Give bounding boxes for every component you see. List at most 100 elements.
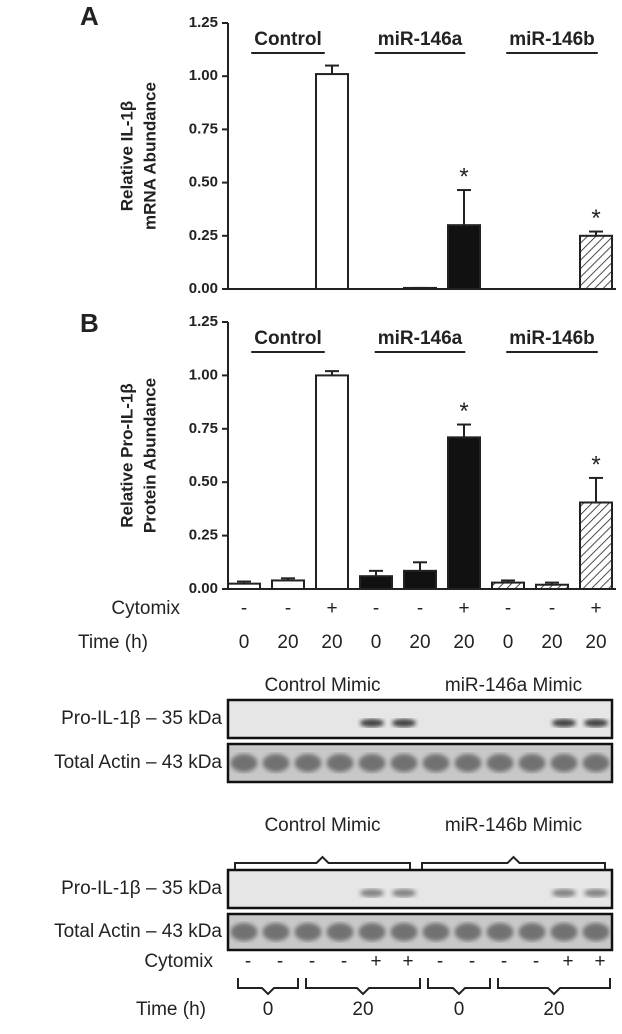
blot-band bbox=[230, 754, 258, 772]
blot-row-label: Total Actin – 43 kDa bbox=[54, 752, 222, 773]
y-axis-label: Relative IL-1β bbox=[117, 101, 136, 212]
blot-band bbox=[358, 754, 386, 772]
bar bbox=[579, 501, 613, 591]
bracket bbox=[234, 855, 411, 873]
cytomix-label: + bbox=[562, 951, 573, 972]
blot-band bbox=[326, 754, 354, 772]
time-label: 0 bbox=[239, 632, 250, 653]
blot-band bbox=[486, 754, 514, 772]
blot-band bbox=[262, 923, 290, 941]
blot-band bbox=[230, 923, 258, 941]
time-label: 20 bbox=[453, 632, 474, 653]
blot-row-label: Pro-IL-1β – 35 kDa bbox=[61, 708, 222, 729]
cytomix-label: - bbox=[373, 598, 379, 619]
bar bbox=[579, 234, 613, 291]
blot-band bbox=[359, 889, 385, 897]
row-label: Cytomix bbox=[144, 951, 213, 972]
blot-band bbox=[422, 923, 450, 941]
cytomix-label: - bbox=[309, 951, 315, 972]
blot-band bbox=[551, 889, 577, 897]
cytomix-label: + bbox=[590, 598, 601, 619]
y-tick-label: 0.75 bbox=[189, 420, 218, 437]
bar bbox=[315, 73, 349, 290]
time-label: 20 bbox=[277, 632, 298, 653]
significance-mark: * bbox=[459, 163, 468, 190]
group-label: miR-146b bbox=[509, 328, 595, 349]
blot-band bbox=[294, 754, 322, 772]
y-tick-label: 1.00 bbox=[189, 366, 218, 383]
cytomix-label: - bbox=[469, 951, 475, 972]
blot-band bbox=[518, 754, 546, 772]
y-axis-label: Protein Abundance bbox=[140, 378, 159, 533]
significance-mark: * bbox=[591, 451, 600, 478]
significance-mark: * bbox=[459, 398, 468, 425]
blot-strip bbox=[226, 868, 614, 910]
y-tick-label: 0.00 bbox=[189, 280, 218, 297]
row-label: Cytomix bbox=[111, 598, 180, 619]
time-label: 20 bbox=[321, 632, 342, 653]
blot-band bbox=[390, 754, 418, 772]
y-tick-label: 0.50 bbox=[189, 473, 218, 490]
blot-band bbox=[583, 719, 609, 727]
bar bbox=[447, 224, 481, 291]
blot-band bbox=[582, 754, 610, 772]
time-label: 20 bbox=[409, 632, 430, 653]
y-tick-label: 0.75 bbox=[189, 120, 218, 137]
cytomix-label: - bbox=[505, 598, 511, 619]
time-label: 0 bbox=[263, 999, 274, 1020]
bracket bbox=[237, 978, 299, 996]
bar bbox=[271, 579, 305, 590]
y-axis-label: Relative Pro-IL-1β bbox=[117, 383, 136, 528]
time-label: 20 bbox=[543, 999, 564, 1020]
blot-band bbox=[294, 923, 322, 941]
cytomix-label: - bbox=[277, 951, 283, 972]
y-tick-label: 1.25 bbox=[189, 313, 218, 330]
blot-band bbox=[454, 923, 482, 941]
cytomix-label: + bbox=[326, 598, 337, 619]
cytomix-label: + bbox=[402, 951, 413, 972]
time-label: 20 bbox=[352, 999, 373, 1020]
bar bbox=[403, 569, 437, 590]
cytomix-label: - bbox=[241, 598, 247, 619]
y-tick-label: 0.25 bbox=[189, 527, 218, 544]
condition-label: miR-146a Mimic bbox=[445, 675, 582, 696]
bracket bbox=[305, 978, 421, 996]
blot-band bbox=[391, 889, 417, 897]
bracket bbox=[497, 978, 611, 996]
panel-letter: A bbox=[80, 1, 99, 31]
condition-label: miR-146b Mimic bbox=[445, 815, 582, 836]
blot-band bbox=[582, 923, 610, 941]
blot-band bbox=[391, 719, 417, 727]
time-label: 0 bbox=[503, 632, 514, 653]
group-label: miR-146a bbox=[378, 328, 463, 349]
cytomix-label: - bbox=[533, 951, 539, 972]
row-label: Time (h) bbox=[78, 632, 148, 653]
blot-row-label: Total Actin – 43 kDa bbox=[54, 921, 222, 942]
y-tick-label: 0.50 bbox=[189, 174, 218, 191]
group-label: miR-146a bbox=[378, 29, 463, 50]
cytomix-label: - bbox=[417, 598, 423, 619]
blot-band bbox=[518, 923, 546, 941]
time-label: 0 bbox=[371, 632, 382, 653]
cytomix-label: + bbox=[594, 951, 605, 972]
blot-band bbox=[422, 754, 450, 772]
blot-band bbox=[390, 923, 418, 941]
significance-mark: * bbox=[591, 205, 600, 232]
cytomix-label: + bbox=[370, 951, 381, 972]
blot-band bbox=[454, 754, 482, 772]
y-tick-label: 0.25 bbox=[189, 227, 218, 244]
blot-strip bbox=[226, 742, 614, 784]
blot-band bbox=[550, 754, 578, 772]
time-label: 20 bbox=[585, 632, 606, 653]
blot-band bbox=[486, 923, 514, 941]
bracket bbox=[427, 978, 491, 996]
blot-band bbox=[583, 889, 609, 897]
group-label: miR-146b bbox=[509, 29, 595, 50]
bracket bbox=[421, 855, 606, 873]
bar bbox=[447, 436, 481, 590]
blot-band bbox=[550, 923, 578, 941]
cytomix-label: - bbox=[501, 951, 507, 972]
bar bbox=[315, 374, 349, 590]
cytomix-label: - bbox=[437, 951, 443, 972]
